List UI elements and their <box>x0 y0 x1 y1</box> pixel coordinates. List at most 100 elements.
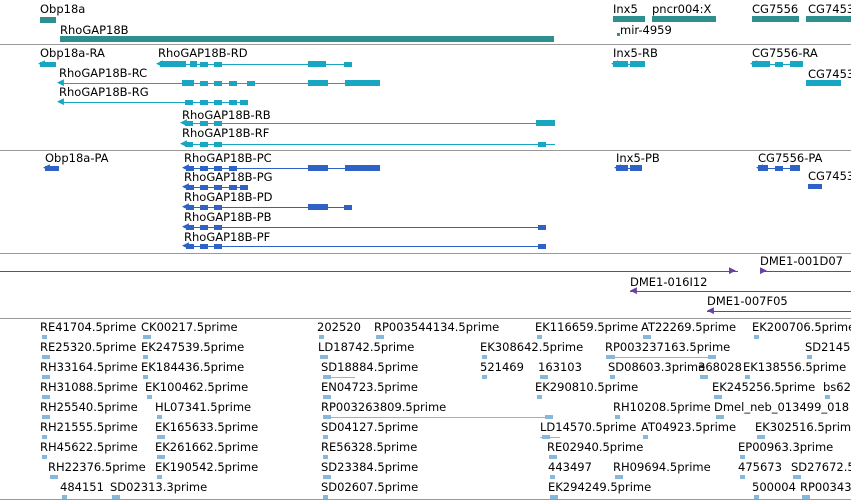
est-read[interactable] <box>745 375 750 379</box>
exon-block[interactable] <box>214 62 222 67</box>
est-read[interactable] <box>700 375 708 379</box>
protein-label-obp18a-pa[interactable]: Obp18a-PA <box>45 151 109 165</box>
est-label[interactable]: bs62 <box>823 380 851 394</box>
est-read[interactable] <box>157 455 165 459</box>
rna-label-rhogap18b-rc[interactable]: RhoGAP18B-RC <box>59 66 148 80</box>
exon-block[interactable] <box>229 185 237 190</box>
exon-box[interactable] <box>616 165 628 171</box>
est-read[interactable] <box>610 375 615 379</box>
protein-label-inx5-pb[interactable]: Inx5-PB <box>616 151 660 165</box>
exon-box[interactable] <box>708 355 716 359</box>
exon-block[interactable] <box>214 142 222 147</box>
est-label[interactable]: AT22269.5prime <box>641 320 737 334</box>
est-read[interactable] <box>112 495 120 499</box>
est-label[interactable]: EK247539.5prime <box>141 340 245 354</box>
est-label[interactable]: RE02940.5prime <box>547 440 644 454</box>
exon-block[interactable] <box>200 142 208 147</box>
est-read[interactable] <box>323 435 328 439</box>
gene-label-pncr004[interactable]: pncr004:X <box>652 2 712 16</box>
est-label[interactable]: EK138556.5prime <box>743 360 847 374</box>
exon-box[interactable] <box>308 204 328 210</box>
contig-label-dme1-001d07[interactable]: DME1-001D07 <box>760 254 843 268</box>
protein-label-rhogap18b-pg[interactable]: RhoGAP18B-PG <box>184 170 273 184</box>
est-read[interactable] <box>793 475 801 479</box>
exon-block[interactable] <box>186 205 194 210</box>
gene-mir4959[interactable] <box>617 33 620 36</box>
est-label[interactable]: EK100462.5prime <box>145 380 249 394</box>
exon-block[interactable] <box>200 121 208 126</box>
protein-label-cg7556-pa[interactable]: CG7556-PA <box>758 151 823 165</box>
exon-box[interactable] <box>323 415 331 419</box>
est-label[interactable]: RP003263809.5prime <box>321 400 447 414</box>
protein-label-cg7453[interactable]: CG7453 <box>808 169 851 183</box>
rna-label-cg7556-ra[interactable]: CG7556-RA <box>752 46 818 60</box>
exon-block[interactable] <box>185 100 193 105</box>
est-read[interactable] <box>143 375 148 379</box>
exon-block[interactable] <box>186 244 194 249</box>
exon-box[interactable] <box>45 166 59 171</box>
est-label[interactable]: EK308642.5prime <box>480 340 584 354</box>
exon-block[interactable] <box>247 81 255 86</box>
est-label[interactable]: SD02313.3prime <box>110 480 208 494</box>
est-label[interactable]: 202520 <box>317 320 361 334</box>
est-label[interactable]: SD02607.5prime <box>321 480 419 494</box>
est-read[interactable] <box>42 335 47 339</box>
est-read[interactable] <box>757 435 765 439</box>
est-read[interactable] <box>42 375 50 379</box>
est-read[interactable] <box>482 375 487 379</box>
est-label[interactable]: EN04723.5prime <box>321 380 418 394</box>
est-label[interactable]: SD18884.5prime <box>321 360 419 374</box>
est-label[interactable]: SD27672.5 <box>791 460 851 474</box>
est-label[interactable]: Dmel_neb_013499_018 <box>714 400 850 414</box>
exon-block[interactable] <box>229 81 237 86</box>
exon-block[interactable] <box>775 62 783 67</box>
est-read[interactable] <box>615 415 620 419</box>
est-read[interactable] <box>716 415 724 419</box>
est-read[interactable] <box>323 395 331 399</box>
exon-block[interactable] <box>185 142 193 147</box>
est-read[interactable] <box>740 455 745 459</box>
exon-block[interactable] <box>229 100 237 105</box>
est-read[interactable] <box>42 435 47 439</box>
est-read[interactable] <box>376 335 384 339</box>
protein-label-rhogap18b-pf[interactable]: RhoGAP18B-PF <box>184 230 271 244</box>
est-label[interactable]: AT04923.5prime <box>641 420 737 434</box>
est-label[interactable]: SD2145 <box>805 340 851 354</box>
est-label[interactable]: SD08603.3prime <box>608 360 706 374</box>
exon-block[interactable] <box>200 244 208 249</box>
exon-box[interactable] <box>808 184 822 189</box>
est-read[interactable] <box>320 355 328 359</box>
est-read[interactable] <box>143 355 148 359</box>
est-label[interactable]: RH09694.5prime <box>613 460 711 474</box>
est-label[interactable]: RE41704.5prime <box>40 320 137 334</box>
est-read[interactable] <box>549 455 557 459</box>
protein-label-rhogap18b-pd[interactable]: RhoGAP18B-PD <box>184 190 273 204</box>
est-label[interactable]: LD14570.5prime <box>540 420 637 434</box>
est-label[interactable]: RE56328.5prime <box>321 440 418 454</box>
est-label[interactable]: 443497 <box>548 460 592 474</box>
rna-label-inx5-rb[interactable]: Inx5-RB <box>613 46 658 60</box>
gene-label-mir4959[interactable]: mir-4959 <box>620 23 672 37</box>
exon-box[interactable] <box>630 165 642 171</box>
exon-block[interactable] <box>344 62 352 67</box>
est-read[interactable] <box>42 395 50 399</box>
est-read[interactable] <box>740 475 745 479</box>
gene-obp18a[interactable] <box>40 17 56 23</box>
est-read[interactable] <box>615 475 623 479</box>
exon-box[interactable] <box>308 80 328 86</box>
est-label[interactable]: EK165633.5prime <box>155 420 259 434</box>
gene-pncr004[interactable] <box>652 16 716 22</box>
est-label[interactable]: EK200706.5prime <box>752 320 851 334</box>
gene-inx5[interactable] <box>613 16 645 22</box>
est-label[interactable]: EK302516.5prime <box>755 420 851 434</box>
est-read[interactable] <box>323 455 328 459</box>
rna-label-rhogap18b-rf[interactable]: RhoGAP18B-RF <box>182 126 270 140</box>
est-label[interactable]: 500004 <box>752 480 796 494</box>
exon-box[interactable] <box>545 415 553 419</box>
est-read[interactable] <box>550 475 555 479</box>
est-read[interactable] <box>157 475 162 479</box>
exon-block[interactable] <box>538 244 546 249</box>
contig-label-dme1-016i12[interactable]: DME1-016I12 <box>630 275 708 289</box>
est-read[interactable] <box>482 355 487 359</box>
exon-block[interactable] <box>200 81 208 86</box>
